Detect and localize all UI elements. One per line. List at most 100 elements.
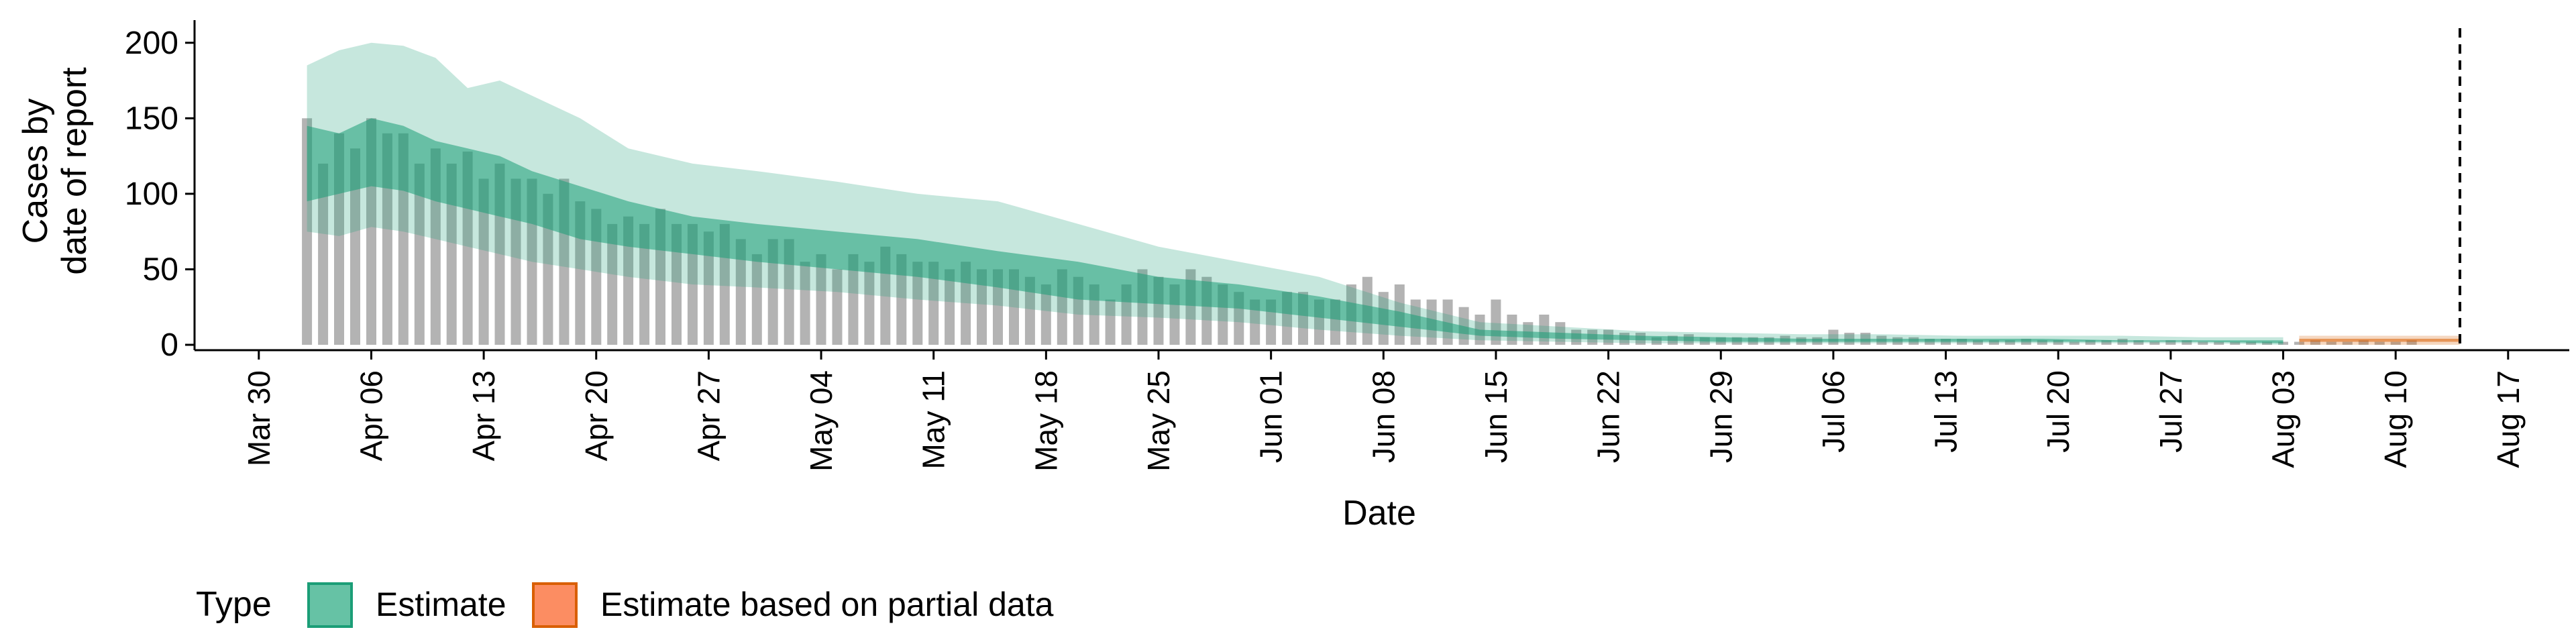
reported-cases-bar [318,163,329,345]
x-tick-label: Jul 06 [1816,370,1851,453]
reported-cases-bar [672,223,682,345]
x-tick-label: Apr 13 [466,370,501,462]
legend-swatch-partial [532,582,578,628]
x-tick-label: Jul 20 [2041,370,2076,453]
x-tick-label: Jul 13 [1929,370,1964,453]
reported-cases-bar [1250,299,1260,345]
reported-cases-bar [2182,340,2192,345]
x-tick-label: May 18 [1028,370,1063,472]
reported-cases-bar [977,269,987,345]
reported-cases-bar [2165,340,2176,345]
reported-cases-bar [816,254,826,345]
reported-cases-bar [2310,340,2320,345]
reported-cases-bar [896,254,907,345]
reported-cases-bar [735,239,746,345]
reported-cases-bar [1988,340,1999,345]
reported-cases-bar [1040,284,1051,345]
x-tick-label: May 25 [1141,370,1176,472]
x-tick-label: Jul 27 [2153,370,2188,453]
reported-cases-bar [2198,341,2208,345]
x-tick-label: Jun 15 [1479,370,1513,463]
x-tick-label: Apr 27 [691,370,726,462]
reported-cases-bar [800,262,810,345]
reported-cases-bar [2004,340,2015,345]
reported-cases-bar [993,269,1003,345]
reported-cases-bar [591,209,602,345]
reported-cases-bar [1458,307,1469,345]
reported-cases-bar [1651,337,1662,345]
reported-cases-bar [446,163,457,345]
x-tick-label: Aug 17 [2491,370,2526,468]
legend-title: Type [196,585,272,624]
y-axis-ticks: 0 50 100 150 200 [125,25,195,363]
reported-cases-bar [784,239,794,345]
reported-cases-bar [2085,340,2096,345]
x-tick-label: Jun 29 [1703,370,1738,463]
reported-cases-bar [751,254,762,345]
reported-cases-bar [2246,341,2257,345]
reported-cases-bar [414,163,425,345]
reported-cases-bar [1507,315,1517,345]
reported-cases-bar [2278,341,2288,345]
reported-cases-bar [703,231,714,345]
x-tick-label: May 04 [804,370,839,472]
reported-cases-bar [478,178,489,345]
x-tick-label: Apr 06 [354,370,388,462]
legend-label-partial: Estimate based on partial data [600,586,1054,623]
y-tick-label: 50 [143,252,178,287]
reported-cases-bar [2342,341,2353,345]
reported-cases-bar [767,239,778,345]
reported-cases-bar [945,269,955,345]
y-tick-label: 0 [160,327,178,363]
reported-cases-bars [302,118,2417,345]
legend-label-estimate: Estimate [376,586,506,623]
y-axis-label-line-2: date of report [55,67,94,275]
plot-area [302,28,2461,350]
y-tick-label: 150 [125,101,178,136]
y-tick-label: 200 [125,25,178,61]
reported-cases-bar [864,262,875,345]
reported-cases-bar [2149,341,2160,345]
y-tick-label: 100 [125,176,178,212]
reported-cases-bar [623,216,634,345]
legend: Type Estimate Estimate based on partial … [196,582,1054,628]
x-tick-label: Aug 10 [2378,370,2413,468]
reported-cases-bar [2406,340,2417,345]
reported-cases-bar [1442,299,1453,345]
reported-cases-bar [1105,299,1116,345]
reported-cases-bar [2101,340,2112,345]
reported-cases-bar [848,254,859,345]
reported-cases-bar [2037,340,2047,345]
x-tick-label: Mar 30 [241,370,276,466]
reported-cases-bar [2294,341,2304,345]
x-axis-ticks: Mar 30 Apr 06 Apr 13 Apr 20 Apr 27 May 04 May … [241,350,2526,472]
reported-cases-bar [928,262,939,345]
estimate-ribbon-90 [307,42,2284,345]
partial-ribbon-50 [2299,339,2460,342]
reported-cases-bar [639,223,650,345]
reported-cases-bar [2133,340,2144,345]
x-tick-label: May 11 [916,370,951,469]
x-tick-label: Aug 03 [2266,370,2301,468]
reported-cases-bar [2053,340,2063,345]
reported-cases-bar [2262,341,2272,345]
x-axis-label: Date [1342,494,1416,533]
reported-cases-bar [607,223,618,345]
reported-cases-bar [2214,341,2224,345]
reported-cases-bar [1024,276,1035,345]
reported-cases-bar [2358,340,2369,345]
axes: 0 50 100 150 200 Mar 30 Apr 06 Apr 13 Apr 20 Apr… [125,20,2569,472]
reported-cases-bar [2390,341,2401,345]
legend-swatch-estimate [307,582,353,628]
reported-cases-bar [1972,340,1983,345]
reported-cases-bar [2326,341,2337,345]
x-tick-label: Jun 01 [1254,370,1289,463]
reported-cases-bar [2069,341,2080,345]
estimate-ribbons [307,42,2460,345]
y-axis-label-line-1: Cases by [16,99,55,244]
estimate-ribbon-50 [307,118,2284,343]
x-tick-label: Jun 22 [1591,370,1626,463]
reported-cases-bar [2230,341,2241,345]
x-tick-label: Jun 08 [1366,370,1401,463]
